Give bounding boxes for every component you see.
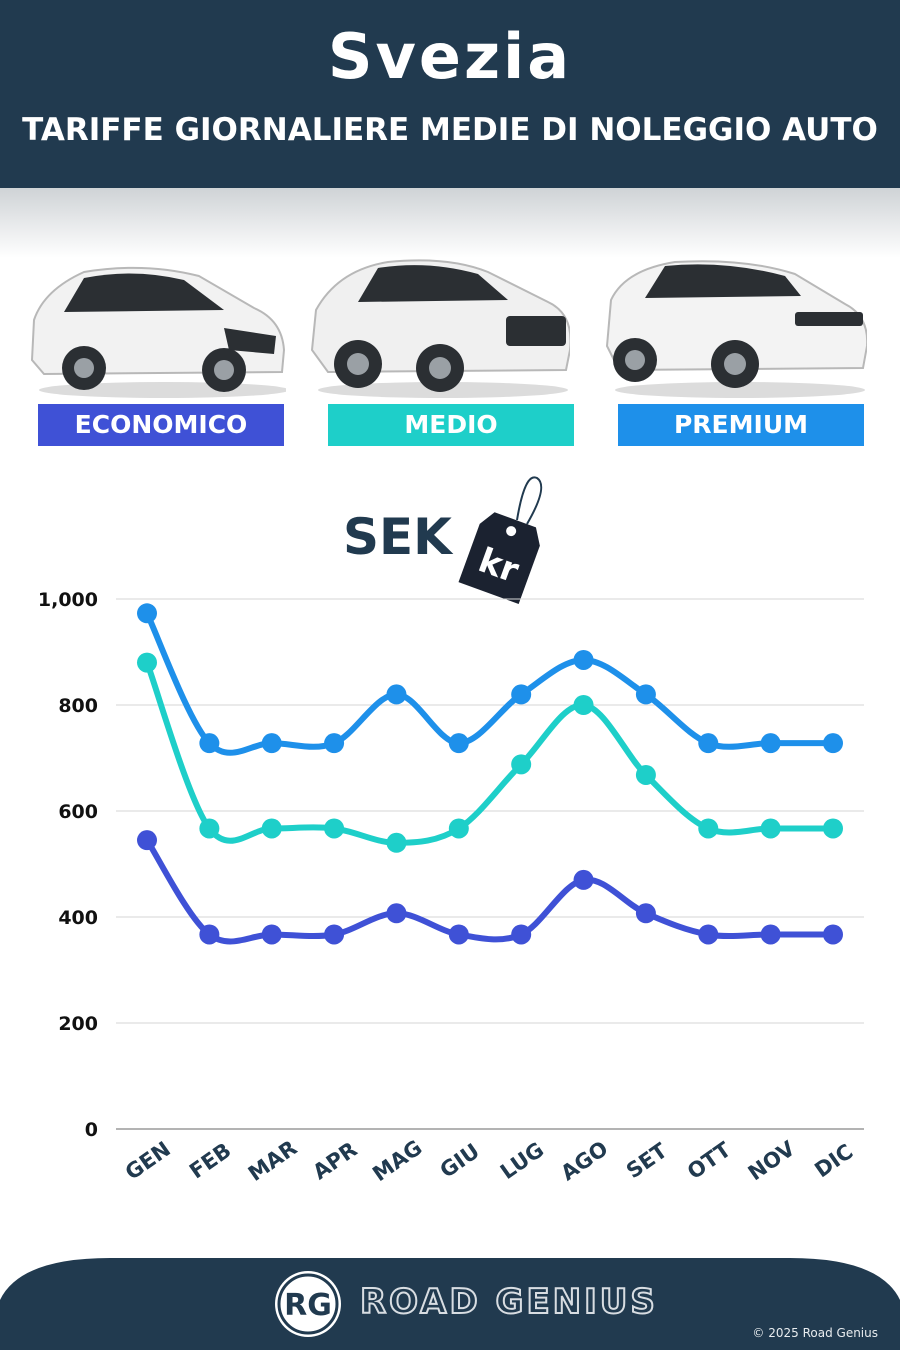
y-tick-label: 600	[58, 801, 98, 823]
data-point-economico	[199, 924, 220, 945]
data-point-premium	[261, 733, 282, 754]
data-point-economico	[573, 869, 594, 890]
data-point-economico	[261, 924, 282, 945]
data-point-premium	[760, 733, 781, 754]
series-line-premium	[144, 610, 836, 756]
x-tick-label: GEN	[121, 1137, 175, 1185]
premium-car-image	[605, 260, 867, 398]
data-point-medio	[573, 695, 594, 715]
data-point-medio	[199, 818, 220, 839]
data-point-economico	[823, 924, 843, 945]
x-tick-label: AGO	[557, 1136, 613, 1185]
data-point-premium	[199, 733, 220, 754]
data-point-economico	[386, 903, 407, 924]
data-point-medio	[698, 818, 719, 839]
data-point-economico	[448, 924, 469, 945]
x-tick-label: SET	[622, 1138, 672, 1183]
x-tick-label: MAR	[244, 1136, 301, 1186]
y-tick-label: 800	[58, 695, 98, 717]
series-line-medio	[144, 659, 836, 846]
legend-economico: ECONOMICO	[38, 404, 284, 446]
midsize-car-image	[310, 259, 570, 398]
page-title: Svezia	[327, 20, 573, 93]
data-point-medio	[635, 764, 656, 785]
x-tick-label: OTT	[683, 1137, 736, 1184]
data-point-medio	[823, 818, 843, 839]
data-point-medio	[511, 754, 532, 775]
data-point-medio	[324, 818, 345, 839]
x-tick-label: FEB	[185, 1138, 235, 1183]
legend-medio: MEDIO	[328, 404, 574, 446]
data-point-medio	[760, 818, 781, 839]
data-point-premium	[823, 733, 843, 754]
footer-banner	[0, 1258, 900, 1350]
data-point-medio	[137, 652, 157, 673]
data-point-premium	[698, 733, 719, 754]
data-point-economico	[511, 924, 532, 945]
x-tick-label: MAG	[368, 1135, 426, 1186]
data-point-premium	[324, 733, 345, 754]
line-chart: 0 200 400 600 800 1,000 GEN FEB MAR APR MAG GIU LUG A…	[38, 589, 864, 1186]
header-banner: Svezia TARIFFE GIORNALIERE MEDIE DI NOLE…	[0, 0, 900, 188]
legend-premium: PREMIUM	[618, 404, 864, 446]
data-point-premium	[448, 733, 469, 754]
page-subtitle: TARIFFE GIORNALIERE MEDIE DI NOLEGGIO AU…	[22, 112, 878, 148]
data-point-economico	[760, 924, 781, 945]
data-point-premium	[635, 684, 656, 705]
data-point-premium	[511, 684, 532, 705]
data-point-medio	[386, 832, 407, 853]
x-tick-label: LUG	[496, 1138, 548, 1185]
data-point-economico	[137, 830, 157, 851]
data-point-medio	[261, 818, 282, 839]
header-shadow	[0, 188, 900, 258]
price-tag-icon: kr	[458, 476, 543, 605]
economy-car-image	[30, 266, 286, 398]
data-point-economico	[324, 924, 345, 945]
x-tick-label: DIC	[810, 1139, 857, 1182]
copyright-text: © 2025 Road Genius	[752, 1326, 878, 1340]
data-point-premium	[386, 684, 407, 705]
data-point-premium	[137, 603, 157, 624]
y-tick-label: 200	[58, 1013, 98, 1035]
data-point-economico	[635, 903, 656, 924]
x-tick-label: GIU	[436, 1139, 484, 1183]
y-tick-label: 0	[85, 1119, 98, 1141]
series-line-economico	[144, 837, 836, 945]
x-tick-label: APR	[309, 1137, 362, 1184]
x-tick-label: NOV	[744, 1136, 800, 1185]
currency-code: SEK	[343, 508, 452, 566]
data-point-medio	[448, 818, 469, 839]
y-tick-label: 400	[58, 907, 98, 929]
data-point-premium	[573, 649, 594, 670]
y-tick-label: 1,000	[38, 589, 98, 611]
svg-text:RG: RG	[284, 1288, 332, 1323]
road-genius-logo-icon: RG	[275, 1271, 341, 1337]
brand-name: ROAD GENIUS	[359, 1281, 658, 1323]
data-point-economico	[698, 924, 719, 945]
